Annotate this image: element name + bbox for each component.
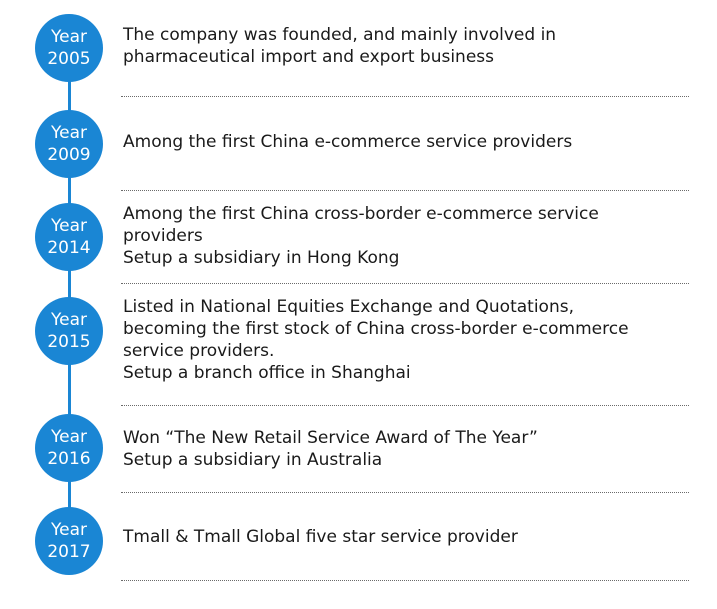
milestone-line: providers bbox=[123, 226, 203, 246]
milestone-line: Setup a branch office in Shanghai bbox=[123, 363, 411, 383]
year-badge-number: 2016 bbox=[47, 449, 91, 469]
year-badge-number: 2009 bbox=[47, 145, 91, 165]
milestone-line: becoming the first stock of China cross-… bbox=[123, 319, 629, 339]
milestone-line: pharmaceutical import and export busines… bbox=[123, 47, 494, 67]
milestone-description-2015: Listed in National Equities Exchange and… bbox=[123, 296, 693, 384]
milestone-line: Won “The New Retail Service Award of The… bbox=[123, 428, 538, 448]
year-badge-2015: Year 2015 bbox=[35, 297, 103, 365]
milestone-description-2017: Tmall & Tmall Global five star service p… bbox=[123, 526, 693, 548]
milestone-line: Among the first China e-commerce service… bbox=[123, 132, 573, 152]
year-badge-label: Year bbox=[51, 310, 87, 330]
year-badge-2014: Year 2014 bbox=[35, 203, 103, 271]
milestone-separator bbox=[121, 283, 689, 284]
year-badge-label: Year bbox=[51, 427, 87, 447]
year-badge-label: Year bbox=[51, 520, 87, 540]
milestone-description-2014: Among the first China cross-border e-com… bbox=[123, 203, 693, 269]
year-badge-2017: Year 2017 bbox=[35, 507, 103, 575]
milestone-line: The company was founded, and mainly invo… bbox=[123, 25, 557, 45]
milestone-description-2009: Among the first China e-commerce service… bbox=[123, 131, 693, 153]
year-badge-label: Year bbox=[51, 27, 87, 47]
year-badge-label: Year bbox=[51, 123, 87, 143]
milestone-line: service providers. bbox=[123, 341, 275, 361]
year-badge-number: 2005 bbox=[47, 49, 91, 69]
milestone-description-2005: The company was founded, and mainly invo… bbox=[123, 24, 693, 68]
year-badge-2016: Year 2016 bbox=[35, 414, 103, 482]
milestone-line: Setup a subsidiary in Australia bbox=[123, 450, 383, 470]
year-badge-number: 2017 bbox=[47, 542, 91, 562]
milestone-line: Setup a subsidiary in Hong Kong bbox=[123, 248, 400, 268]
milestone-separator bbox=[121, 492, 689, 493]
milestone-description-2016: Won “The New Retail Service Award of The… bbox=[123, 427, 693, 471]
milestone-line: Listed in National Equities Exchange and… bbox=[123, 297, 574, 317]
year-badge-2009: Year 2009 bbox=[35, 110, 103, 178]
milestone-line: Among the first China cross-border e-com… bbox=[123, 204, 599, 224]
year-badge-label: Year bbox=[51, 216, 87, 236]
milestone-separator bbox=[121, 96, 689, 97]
year-badge-number: 2014 bbox=[47, 238, 91, 258]
timeline-axis-line bbox=[68, 48, 71, 530]
year-badge-number: 2015 bbox=[47, 332, 91, 352]
milestone-line: Tmall & Tmall Global five star service p… bbox=[123, 527, 518, 547]
milestone-separator bbox=[121, 405, 689, 406]
milestone-separator bbox=[121, 580, 689, 581]
year-badge-2005: Year 2005 bbox=[35, 14, 103, 82]
milestone-separator bbox=[121, 190, 689, 191]
